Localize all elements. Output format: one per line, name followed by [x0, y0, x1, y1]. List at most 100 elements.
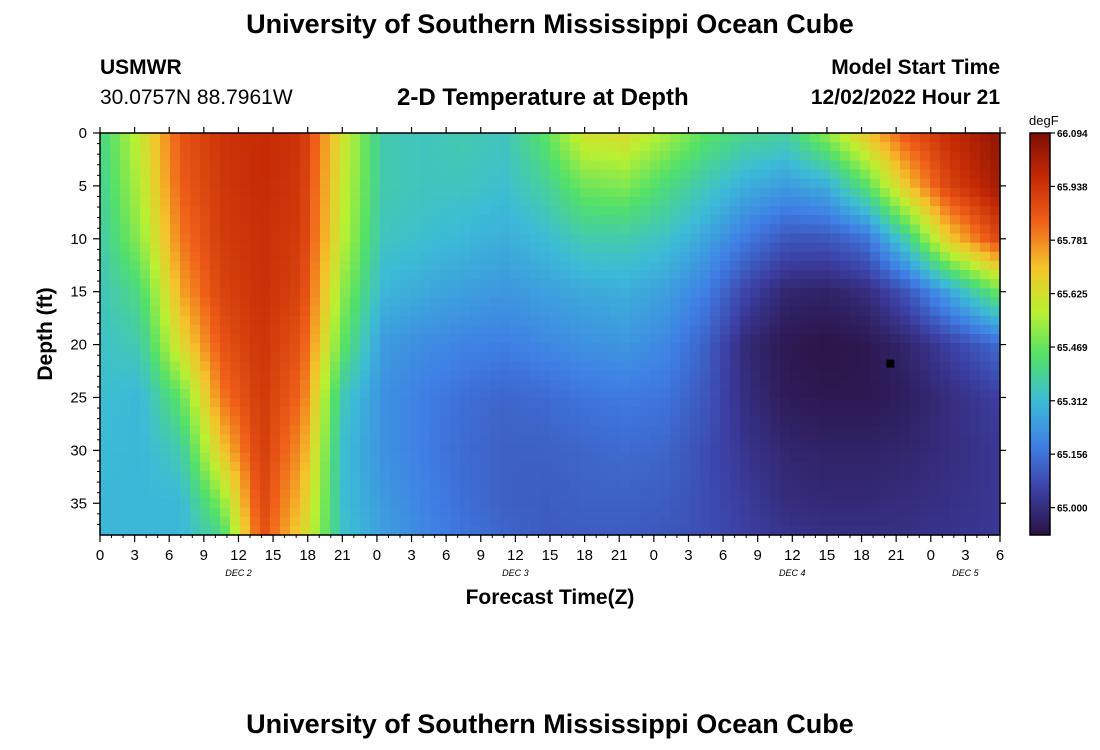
heatmap-cell — [500, 461, 511, 472]
heatmap-cell — [190, 187, 201, 198]
heatmap-cell — [590, 452, 601, 463]
heatmap-cell — [620, 388, 631, 399]
heatmap-cell — [750, 315, 761, 326]
heatmap-cell — [580, 416, 591, 426]
heatmap-cell — [750, 133, 761, 143]
heatmap-cell — [170, 489, 181, 500]
heatmap-cell — [380, 370, 391, 381]
heatmap-cell — [640, 334, 651, 344]
heatmap-cell — [570, 133, 581, 143]
model-start-value: 12/02/2022 Hour 21 — [810, 86, 1000, 109]
heatmap-cell — [170, 416, 181, 426]
heatmap-cell — [890, 471, 901, 481]
heatmap-cell — [820, 178, 831, 189]
heatmap-cell — [520, 306, 531, 317]
heatmap-cell — [630, 388, 641, 399]
heatmap-cell — [740, 498, 751, 509]
heatmap-cell — [420, 498, 431, 509]
heatmap-cell — [590, 471, 601, 481]
heatmap-cell — [910, 343, 921, 353]
heatmap-cell — [930, 133, 941, 143]
heatmap-cell — [810, 507, 821, 518]
heatmap-cell — [110, 452, 121, 463]
heatmap-cell — [100, 498, 111, 509]
heatmap-cell — [310, 142, 321, 152]
heatmap-cell — [950, 306, 961, 317]
heatmap-cell — [370, 251, 381, 262]
heatmap-cell — [930, 334, 941, 344]
heatmap-cell — [130, 224, 141, 235]
heatmap-cell — [870, 388, 881, 399]
heatmap-cell — [750, 480, 761, 490]
heatmap-cell — [620, 516, 631, 527]
heatmap-cell — [490, 260, 501, 271]
heatmap-cell — [940, 461, 951, 472]
heatmap-cell — [970, 443, 981, 454]
heatmap-cell — [290, 461, 301, 472]
heatmap-cell — [460, 452, 471, 463]
heatmap-cell — [650, 379, 661, 390]
heatmap-cell — [790, 251, 801, 262]
heatmap-cell — [530, 215, 541, 225]
heatmap-cell — [850, 270, 861, 280]
heatmap-cell — [200, 242, 211, 253]
heatmap-cell — [240, 224, 251, 235]
heatmap-cell — [570, 516, 581, 527]
heatmap-cell — [970, 407, 981, 417]
heatmap-cell — [850, 434, 861, 445]
heatmap-cell — [290, 224, 301, 235]
heatmap-cell — [520, 489, 531, 500]
heatmap-cell — [170, 397, 181, 408]
heatmap-cell — [550, 489, 561, 500]
heatmap-cell — [300, 407, 311, 417]
heatmap-cell — [700, 270, 711, 280]
heatmap-cell — [150, 471, 161, 481]
heatmap-cell — [480, 461, 491, 472]
heatmap-cell — [440, 416, 451, 426]
heatmap-cell — [530, 461, 541, 472]
heatmap-cell — [490, 151, 501, 162]
heatmap-cell — [400, 434, 411, 445]
heatmap-cell — [130, 151, 141, 162]
heatmap-cell — [190, 471, 201, 481]
heatmap-cell — [740, 516, 751, 527]
heatmap-cell — [780, 315, 791, 326]
heatmap-cell — [300, 361, 311, 372]
heatmap-cell — [350, 452, 361, 463]
heatmap-cell — [580, 260, 591, 271]
heatmap-cell — [400, 379, 411, 390]
heatmap-cell — [940, 133, 951, 143]
heatmap-cell — [430, 288, 441, 299]
heatmap-cell — [650, 443, 661, 454]
heatmap-cell — [320, 352, 331, 363]
heatmap-cell — [400, 215, 411, 225]
heatmap-cell — [280, 206, 291, 216]
heatmap-cell — [600, 361, 611, 372]
heatmap-cell — [550, 388, 561, 399]
heatmap-cell — [400, 443, 411, 454]
heatmap-cell — [860, 388, 871, 399]
heatmap-cell — [540, 516, 551, 527]
heatmap-cell — [710, 270, 721, 280]
heatmap-cell — [770, 471, 781, 481]
heatmap-cell — [240, 397, 251, 408]
heatmap-cell — [770, 324, 781, 335]
heatmap-cell — [440, 169, 451, 180]
heatmap-cell — [990, 388, 1001, 399]
heatmap-cell — [150, 334, 161, 344]
heatmap-cell — [890, 443, 901, 454]
heatmap-cell — [540, 178, 551, 189]
heatmap-cell — [770, 489, 781, 500]
heatmap-cell — [560, 407, 571, 417]
heatmap-cell — [990, 507, 1001, 518]
heatmap-cell — [830, 315, 841, 326]
heatmap-cell — [670, 169, 681, 180]
heatmap-cell — [360, 288, 371, 299]
heatmap-cell — [280, 334, 291, 344]
heatmap-cell — [110, 215, 121, 225]
heatmap-cell — [140, 461, 151, 472]
heatmap-cell — [200, 407, 211, 417]
heatmap-cell — [210, 388, 221, 399]
heatmap-cell — [450, 352, 461, 363]
heatmap-cell — [340, 306, 351, 317]
